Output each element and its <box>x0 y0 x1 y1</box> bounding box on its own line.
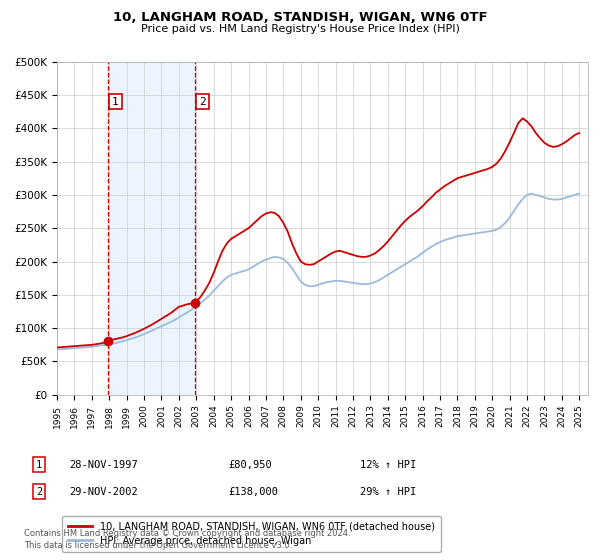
Text: 28-NOV-1997: 28-NOV-1997 <box>69 460 138 470</box>
Text: 2: 2 <box>199 96 206 106</box>
Text: 1: 1 <box>112 96 119 106</box>
Text: 12% ↑ HPI: 12% ↑ HPI <box>360 460 416 470</box>
Text: Contains HM Land Registry data © Crown copyright and database right 2024.: Contains HM Land Registry data © Crown c… <box>24 529 350 538</box>
Text: £80,950: £80,950 <box>228 460 272 470</box>
Legend: 10, LANGHAM ROAD, STANDISH, WIGAN, WN6 0TF (detached house), HPI: Average price,: 10, LANGHAM ROAD, STANDISH, WIGAN, WN6 0… <box>62 516 440 552</box>
Text: This data is licensed under the Open Government Licence v3.0.: This data is licensed under the Open Gov… <box>24 542 292 550</box>
Text: £138,000: £138,000 <box>228 487 278 497</box>
Bar <box>107 62 195 395</box>
Text: 10, LANGHAM ROAD, STANDISH, WIGAN, WN6 0TF: 10, LANGHAM ROAD, STANDISH, WIGAN, WN6 0… <box>113 11 487 24</box>
Text: 29% ↑ HPI: 29% ↑ HPI <box>360 487 416 497</box>
Text: Price paid vs. HM Land Registry's House Price Index (HPI): Price paid vs. HM Land Registry's House … <box>140 24 460 34</box>
Text: 2: 2 <box>36 487 42 497</box>
Text: 29-NOV-2002: 29-NOV-2002 <box>69 487 138 497</box>
Text: 1: 1 <box>36 460 42 470</box>
